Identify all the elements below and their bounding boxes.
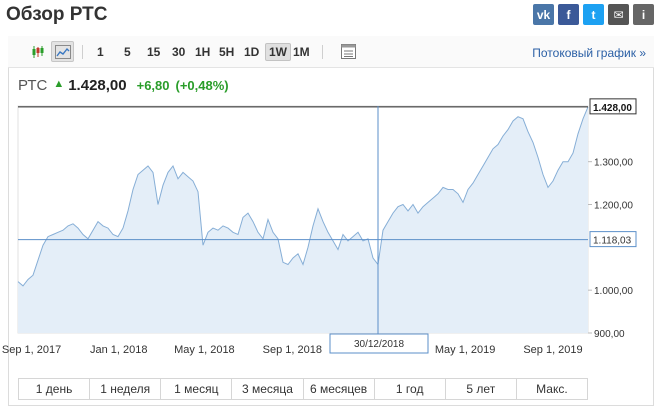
x-tick-label: Sep 1, 2017	[2, 344, 61, 356]
last-value-box	[589, 98, 637, 115]
mail-icon[interactable]: ✉	[608, 4, 629, 25]
crosshair-value-label: 1.118,03	[593, 236, 632, 247]
range-1-week[interactable]: 1 неделя	[90, 379, 162, 399]
twitter-icon[interactable]: t	[583, 4, 604, 25]
series-line	[17, 106, 589, 287]
area-chart-icon[interactable]	[51, 41, 74, 62]
share-bar: vk f t ✉ i	[533, 4, 654, 25]
x-tick-label: Jan 1, 2018	[90, 344, 148, 356]
instrument-name: РТС	[18, 77, 48, 94]
y-tick-label: 900,00	[594, 329, 625, 340]
x-tick-label: May 1, 2019	[435, 344, 496, 356]
y-tick-label: 1.000,00	[594, 286, 633, 297]
crosshair-date-box	[329, 333, 429, 354]
y-tick-label: 1.200,00	[594, 201, 633, 212]
page-title: Обзор РТС	[6, 4, 108, 25]
toolbar-separator	[322, 45, 323, 59]
range-selector: 1 день 1 неделя 1 месяц 3 месяца 6 месяц…	[18, 378, 588, 400]
period-1[interactable]: 1	[97, 45, 104, 59]
period-5[interactable]: 5	[124, 45, 131, 59]
quote-header: РТС ▲ 1.428,00 +6,80 (+0,48%)	[18, 77, 229, 94]
range-1-day[interactable]: 1 день	[19, 379, 91, 399]
facebook-icon[interactable]: f	[558, 4, 579, 25]
info-icon[interactable]: i	[633, 4, 654, 25]
period-15[interactable]: 15	[147, 45, 161, 59]
period-1h[interactable]: 1H	[195, 45, 211, 59]
x-tick-label: Sep 1, 2018	[263, 344, 322, 356]
period-1d[interactable]: 1D	[244, 45, 260, 59]
data-table-icon[interactable]	[337, 41, 360, 62]
toolbar-separator	[82, 45, 83, 59]
y-tick-label: 1.300,00	[594, 158, 633, 169]
range-max[interactable]: Макс.	[536, 382, 568, 396]
price-change: +6,80	[136, 78, 170, 93]
range-1-year[interactable]: 1 год	[375, 379, 446, 399]
period-1m[interactable]: 1M	[293, 45, 310, 59]
series-area	[18, 106, 588, 334]
last-value-label: 1.428,00	[593, 103, 632, 114]
range-6-months[interactable]: 6 месяцев	[304, 379, 375, 399]
chart-toolbar: 1 5 15 30 1H 5H 1D 1W 1M Потоковый графи…	[8, 36, 654, 68]
stream-chart-link[interactable]: Потоковый график »	[532, 46, 646, 60]
candlestick-icon[interactable]	[26, 41, 49, 62]
up-arrow-icon: ▲	[53, 78, 65, 90]
period-5h[interactable]: 5H	[219, 45, 235, 59]
period-30[interactable]: 30	[172, 45, 186, 59]
period-1w[interactable]: 1W	[265, 43, 291, 61]
crosshair-date-label: 30/12/2018	[354, 339, 404, 350]
price-change-pct: (+0,48%)	[175, 78, 229, 93]
x-tick-label: May 1, 2018	[174, 344, 235, 356]
vk-icon[interactable]: vk	[533, 4, 554, 25]
range-1-month[interactable]: 1 месяц	[161, 379, 233, 399]
crosshair-value-box	[589, 231, 637, 248]
x-tick-label: Sep 1, 2019	[523, 344, 582, 356]
last-price: 1.428,00	[68, 77, 127, 94]
range-5-years[interactable]: 5 лет	[446, 379, 517, 399]
range-3-months[interactable]: 3 месяца	[232, 379, 304, 399]
